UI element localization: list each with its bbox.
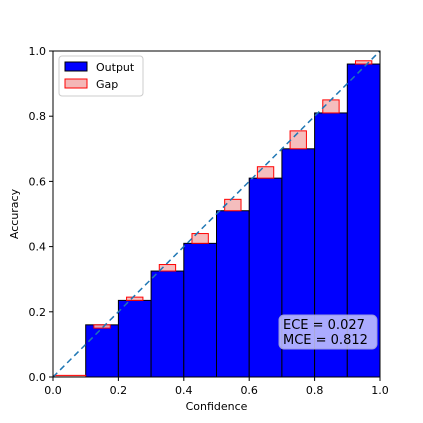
x-tick-label: 0.0 [44, 384, 62, 397]
output-bar [85, 324, 119, 378]
y-axis-label: Accuracy [8, 188, 21, 239]
x-tick-label: 0.6 [240, 384, 258, 397]
y-tick-label: 0.8 [29, 110, 47, 123]
legend-label-output: Output [96, 61, 135, 74]
output-bar [216, 210, 250, 378]
x-tick-label: 0.8 [306, 384, 324, 397]
output-bar [150, 270, 185, 378]
gap-bar [126, 296, 144, 301]
metrics-box: ECE = 0.027 MCE = 0.812 [278, 314, 378, 350]
gap-bar [224, 198, 242, 212]
x-axis-label: Confidence [186, 400, 248, 413]
y-axis: 0.0 0.2 0.4 0.6 0.8 1.0 [29, 45, 53, 384]
output-bar [117, 299, 152, 378]
legend: Output Gap [58, 55, 144, 97]
y-tick-label: 0.0 [29, 371, 47, 384]
plot-frame [52, 50, 381, 378]
x-tick-label: 0.2 [110, 384, 128, 397]
x-tick-label: 1.0 [371, 384, 389, 397]
x-tick-label: 0.4 [175, 384, 193, 397]
y-tick-label: 1.0 [29, 45, 47, 58]
metrics-background [278, 314, 378, 350]
gap-bar [93, 324, 111, 329]
gap-bar [256, 166, 275, 179]
mce-value: MCE = 0.812 [283, 333, 368, 348]
gap-bars [52, 60, 373, 378]
x-axis: 0.0 0.2 0.4 0.6 0.8 1.0 [44, 377, 389, 397]
gap-bar [354, 60, 373, 65]
y-tick-label: 0.4 [29, 241, 47, 254]
output-bar [248, 177, 283, 378]
y-tick-label: 0.2 [29, 306, 47, 319]
output-bar [183, 242, 218, 378]
legend-label-gap: Gap [96, 78, 118, 91]
gap-bar [158, 264, 177, 272]
perfect-calibration-line [52, 50, 381, 378]
y-tick-label: 0.6 [29, 175, 47, 188]
legend-swatch-gap [64, 78, 88, 89]
ece-value: ECE = 0.027 [283, 318, 365, 333]
gap-bar [289, 130, 307, 150]
gap-bar [191, 233, 209, 244]
legend-swatch-output [64, 61, 88, 72]
